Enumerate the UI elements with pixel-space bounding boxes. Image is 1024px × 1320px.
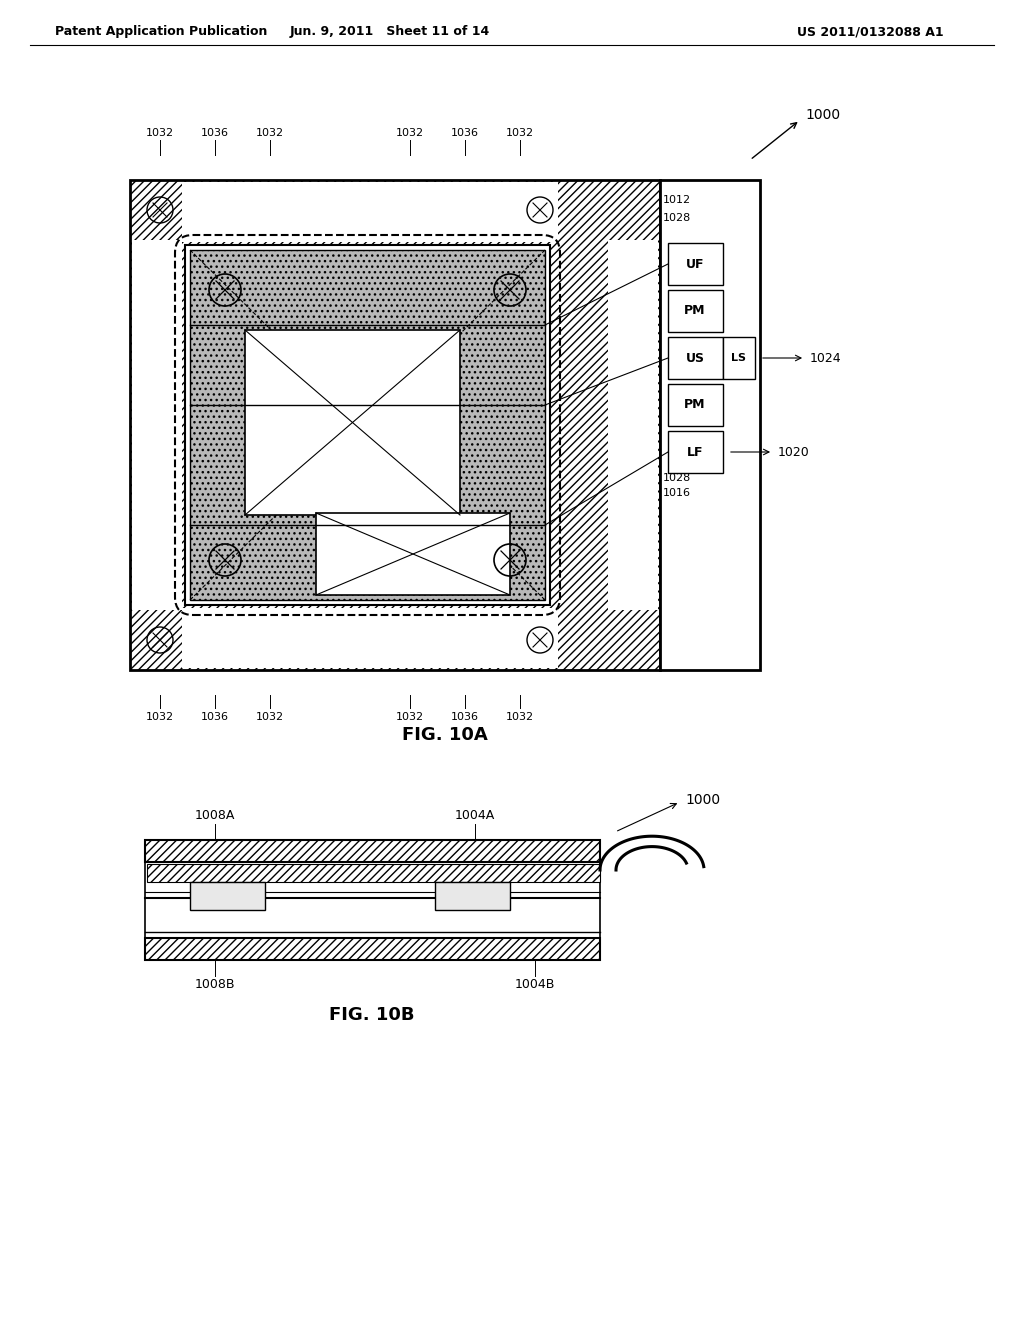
Bar: [723, 337, 755, 379]
Bar: [608, 240, 658, 610]
Text: Patent Application Publication: Patent Application Publication: [55, 25, 267, 38]
Bar: [668, 337, 723, 379]
Text: FIG. 10B: FIG. 10B: [330, 1006, 415, 1024]
Text: 1036: 1036: [201, 711, 229, 722]
Text: 1004B: 1004B: [515, 978, 555, 991]
Bar: [145, 862, 600, 939]
Text: LS: LS: [731, 352, 746, 363]
Text: FIG. 10A: FIG. 10A: [402, 726, 487, 744]
Text: 1024: 1024: [810, 351, 842, 364]
Text: PM: PM: [684, 305, 706, 318]
Bar: [145, 840, 600, 862]
Bar: [182, 182, 558, 242]
Text: 1012: 1012: [663, 195, 691, 205]
Text: 1032: 1032: [396, 711, 424, 722]
Bar: [190, 249, 545, 601]
Bar: [245, 330, 460, 515]
Bar: [185, 246, 550, 605]
Text: 1032: 1032: [256, 128, 284, 139]
Bar: [668, 384, 723, 426]
Text: UF: UF: [686, 257, 705, 271]
Text: 1016: 1016: [663, 488, 691, 498]
Bar: [316, 513, 510, 595]
Text: 1032: 1032: [506, 711, 535, 722]
Text: PM: PM: [684, 399, 706, 412]
Text: 1032: 1032: [146, 711, 174, 722]
Text: LF: LF: [687, 446, 703, 458]
Bar: [132, 240, 182, 610]
Text: 1036: 1036: [451, 711, 479, 722]
Text: US: US: [685, 351, 705, 364]
Text: Jun. 9, 2011   Sheet 11 of 14: Jun. 9, 2011 Sheet 11 of 14: [290, 25, 490, 38]
Text: 1000: 1000: [805, 108, 840, 121]
Text: 1032: 1032: [506, 128, 535, 139]
Text: 1000: 1000: [685, 793, 720, 807]
Text: 1032: 1032: [146, 128, 174, 139]
Bar: [435, 882, 510, 909]
Bar: [660, 180, 760, 671]
Text: 1028: 1028: [663, 473, 691, 483]
Bar: [130, 180, 660, 671]
Text: 1036: 1036: [451, 128, 479, 139]
Text: 1032: 1032: [256, 711, 284, 722]
Bar: [190, 882, 265, 909]
Text: 1004A: 1004A: [455, 809, 496, 822]
Bar: [182, 609, 558, 668]
Text: 1032: 1032: [396, 128, 424, 139]
Text: US 2011/0132088 A1: US 2011/0132088 A1: [797, 25, 943, 38]
Bar: [668, 243, 723, 285]
Text: 1028: 1028: [663, 213, 691, 223]
Bar: [147, 865, 600, 882]
Bar: [668, 432, 723, 473]
Bar: [145, 939, 600, 960]
Text: 1008A: 1008A: [195, 809, 236, 822]
Text: 1020: 1020: [778, 446, 810, 458]
Text: 1008B: 1008B: [195, 978, 236, 991]
Bar: [668, 290, 723, 333]
Text: 1036: 1036: [201, 128, 229, 139]
